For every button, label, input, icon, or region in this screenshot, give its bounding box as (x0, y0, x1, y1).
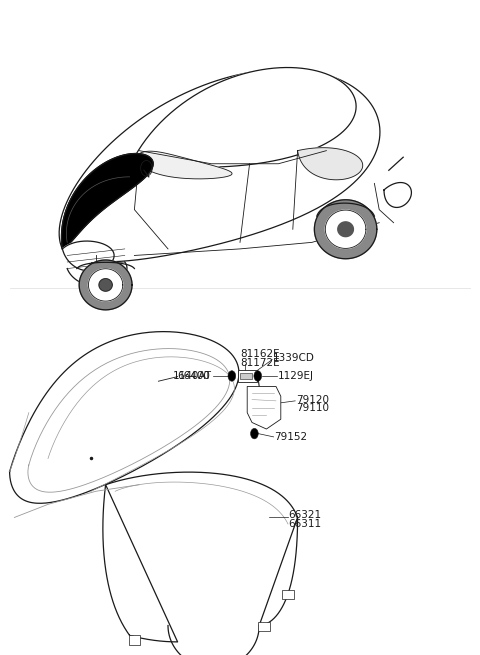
Polygon shape (59, 69, 380, 262)
Polygon shape (103, 472, 298, 655)
Circle shape (254, 371, 262, 381)
Text: 79110: 79110 (296, 403, 329, 413)
Polygon shape (384, 183, 411, 208)
Text: 81162E: 81162E (240, 349, 280, 360)
Polygon shape (325, 210, 366, 248)
Polygon shape (338, 222, 353, 236)
Polygon shape (79, 260, 132, 310)
Polygon shape (99, 279, 112, 291)
Polygon shape (88, 269, 123, 301)
FancyBboxPatch shape (282, 590, 294, 599)
FancyBboxPatch shape (240, 373, 252, 379)
Polygon shape (62, 241, 114, 271)
Text: 79152: 79152 (275, 432, 308, 442)
Polygon shape (134, 151, 232, 179)
Text: 66321: 66321 (288, 510, 321, 521)
Text: 1129EJ: 1129EJ (278, 371, 314, 381)
Polygon shape (298, 148, 363, 179)
FancyBboxPatch shape (238, 370, 257, 382)
Text: 66400: 66400 (178, 371, 210, 381)
Circle shape (251, 428, 258, 439)
Text: 79120: 79120 (296, 394, 329, 405)
Polygon shape (247, 386, 281, 429)
Text: 66311: 66311 (288, 519, 321, 529)
Circle shape (228, 371, 236, 381)
Text: 1339CD: 1339CD (273, 353, 315, 364)
Polygon shape (314, 200, 377, 259)
FancyBboxPatch shape (258, 622, 270, 631)
Text: 81172E: 81172E (240, 358, 280, 368)
Polygon shape (134, 67, 356, 167)
Polygon shape (10, 331, 239, 503)
Polygon shape (61, 153, 153, 249)
FancyBboxPatch shape (129, 635, 140, 645)
Text: 1140AT: 1140AT (173, 371, 212, 381)
